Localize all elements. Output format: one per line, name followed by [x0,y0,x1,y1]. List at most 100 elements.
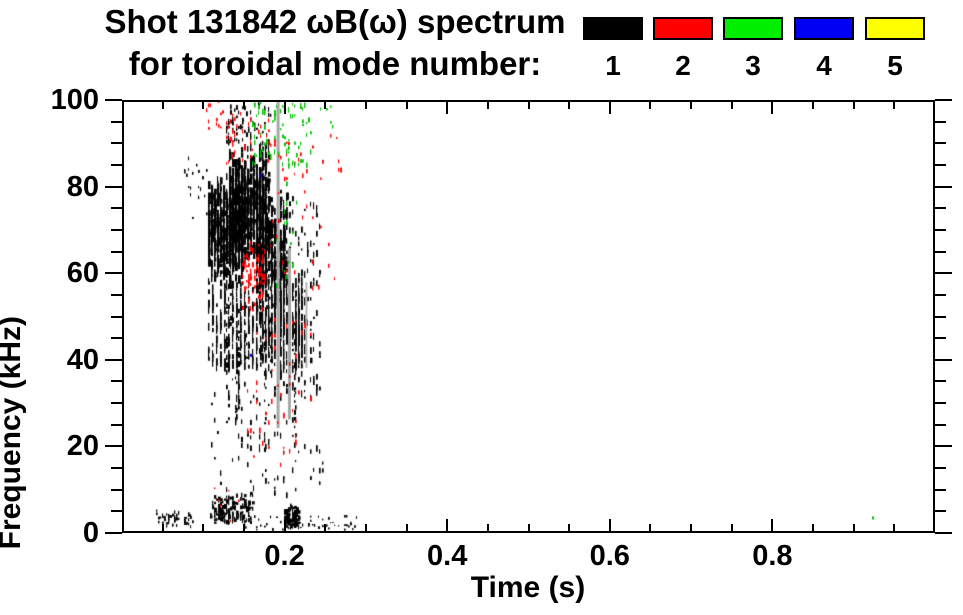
y-major-tick-right [935,99,952,101]
x-major-tick-top [284,100,286,114]
y-major-tick-right [935,272,952,274]
spectrogram-data-canvas [124,102,933,531]
x-minor-tick-top [812,100,814,109]
y-tick-label-40: 40 [66,343,99,376]
x-minor-tick-top [528,100,530,109]
y-minor-tick-right [935,467,946,469]
x-minor-tick-top [406,100,408,109]
legend-label-mode-4: 4 [816,50,832,81]
y-minor-tick [111,489,122,491]
x-major-tick [446,519,448,533]
y-minor-tick-right [935,380,946,382]
y-minor-tick-right [935,402,946,404]
y-axis-title-text: Frequency (kHz) [0,315,27,550]
y-minor-tick-right [935,489,946,491]
x-minor-tick [487,524,489,533]
y-major-tick [105,445,122,447]
x-major-tick-top [771,100,773,114]
x-minor-tick [690,524,692,533]
y-major-tick [105,532,122,534]
plot-area [122,100,935,533]
x-minor-tick [853,524,855,533]
legend-label-mode-3: 3 [745,50,761,81]
x-tick-label-0.6: 0.6 [589,540,630,572]
y-tick-label-20: 20 [66,430,99,463]
legend-swatch-mode-1 [583,17,643,40]
y-minor-tick [111,229,122,231]
legend-swatch-mode-3 [723,17,783,40]
x-minor-tick-top [162,100,164,109]
x-major-tick [609,519,611,533]
y-major-tick-right [935,186,952,188]
y-minor-tick-right [935,510,946,512]
x-minor-tick-top [202,100,204,109]
y-minor-tick [111,402,122,404]
y-minor-tick-right [935,121,946,123]
y-minor-tick [111,251,122,253]
y-minor-tick [111,467,122,469]
y-tick-label-60: 60 [66,257,99,290]
y-minor-tick [111,142,122,144]
legend-swatch-mode-4 [794,17,854,40]
y-major-tick [105,272,122,274]
chart-title-line1: Shot 131842 ωB(ω) spectrum [104,3,566,40]
legend-label-mode-5: 5 [887,50,903,81]
y-minor-tick [111,510,122,512]
x-tick-label-0.8: 0.8 [752,540,793,572]
x-major-tick [284,519,286,533]
x-minor-tick [365,524,367,533]
y-minor-tick-right [935,164,946,166]
legend-swatch-mode-2 [653,17,713,40]
y-minor-tick-right [935,251,946,253]
y-minor-tick [111,164,122,166]
y-minor-tick-right [935,142,946,144]
y-minor-tick-right [935,229,946,231]
x-axis-title: Time (s) [470,571,586,604]
y-minor-tick-right [935,337,946,339]
y-tick-label-0: 0 [82,517,99,549]
x-minor-tick [202,524,204,533]
y-major-tick-right [935,359,952,361]
x-minor-tick [406,524,408,533]
x-minor-tick [528,524,530,533]
x-minor-tick-top [365,100,367,109]
y-major-tick-right [935,532,952,534]
x-minor-tick [568,524,570,533]
x-minor-tick [649,524,651,533]
x-minor-tick-top [324,100,326,109]
y-minor-tick [111,316,122,318]
y-major-tick [105,359,122,361]
y-minor-tick-right [935,294,946,296]
x-minor-tick [324,524,326,533]
y-minor-tick [111,424,122,426]
y-minor-tick [111,337,122,339]
y-minor-tick [111,380,122,382]
x-major-tick-top [446,100,448,114]
y-major-tick [105,99,122,101]
x-minor-tick [812,524,814,533]
chart-title-line2: for toroidal mode number: [128,45,542,82]
x-minor-tick-top [568,100,570,109]
x-minor-tick [162,524,164,533]
x-major-tick [771,519,773,533]
legend-label-mode-2: 2 [675,50,691,81]
x-minor-tick [243,524,245,533]
y-minor-tick [111,294,122,296]
x-minor-tick-top [243,100,245,109]
legend-label-mode-1: 1 [605,50,621,81]
x-minor-tick-top [690,100,692,109]
x-minor-tick-top [731,100,733,109]
x-minor-tick-top [853,100,855,109]
x-tick-label-0.2: 0.2 [264,540,305,572]
y-major-tick-right [935,445,952,447]
x-minor-tick-top [893,100,895,109]
y-minor-tick-right [935,316,946,318]
x-minor-tick [893,524,895,533]
y-minor-tick [111,121,122,123]
x-minor-tick-top [649,100,651,109]
y-minor-tick [111,207,122,209]
y-major-tick [105,186,122,188]
x-tick-label-0.4: 0.4 [427,540,468,572]
x-minor-tick [731,524,733,533]
